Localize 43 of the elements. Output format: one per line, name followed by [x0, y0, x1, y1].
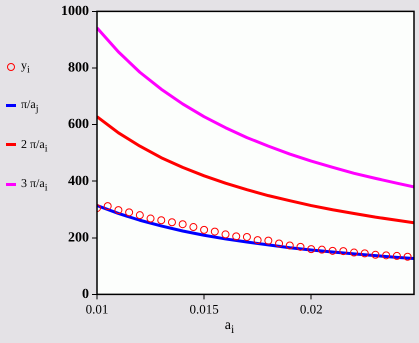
- point: [404, 252, 412, 261]
- point: [114, 206, 122, 214]
- point: [264, 236, 272, 245]
- point: [168, 218, 176, 226]
- point: [157, 216, 166, 224]
- point: [392, 252, 401, 260]
- y-tick-label: 600: [68, 117, 89, 132]
- point: [254, 236, 262, 244]
- legend-label: π/a$_{j}$: [21, 97, 38, 115]
- point: [350, 248, 358, 257]
- point: [328, 246, 337, 255]
- point: [286, 241, 294, 250]
- point: [318, 246, 326, 254]
- y-tick-label: 200: [68, 230, 89, 246]
- legend-label: y$_{i}$: [21, 58, 30, 76]
- point: [382, 251, 390, 260]
- point: [296, 242, 304, 251]
- point: [232, 232, 240, 240]
- y-tick-label: 0: [82, 287, 89, 302]
- legend-label: 3 π/a$_{i}$: [21, 176, 48, 194]
- point: [360, 249, 369, 258]
- legend-label: 2 π/a$_{i}$: [21, 136, 48, 154]
- x-axis-title: a$_{i}$: [224, 318, 236, 336]
- point: [136, 211, 144, 220]
- point: [178, 220, 187, 228]
- point: [146, 214, 155, 223]
- point: [242, 232, 251, 241]
- point: [200, 226, 208, 234]
- y-tick-label: 400: [68, 174, 89, 189]
- point: [189, 223, 198, 232]
- point: [307, 245, 316, 254]
- y-tick-label: 1000: [61, 4, 89, 20]
- point: [275, 239, 284, 248]
- point: [125, 208, 134, 216]
- point: [104, 202, 112, 210]
- point: [371, 250, 380, 259]
- point: [339, 247, 348, 256]
- point: [222, 230, 230, 238]
- x-tick-label: 0.01: [86, 302, 108, 317]
- x-tick-label: 0.02: [300, 302, 323, 317]
- y-tick-label: 800: [68, 60, 89, 76]
- point: [210, 228, 219, 236]
- x-tick-label: 0.015: [189, 302, 219, 317]
